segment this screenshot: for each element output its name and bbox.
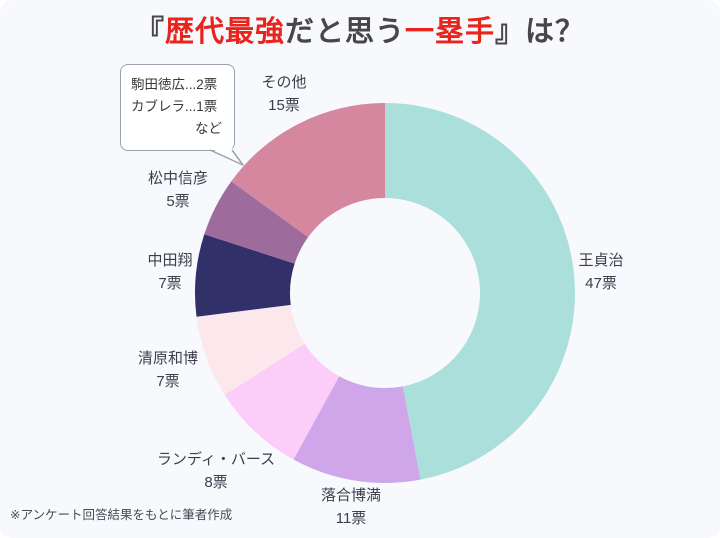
slice-label: 王貞治 47票 [578, 249, 623, 295]
annotation-suffix: など [195, 121, 222, 136]
slice-label: その他 15票 [261, 71, 306, 117]
slice-label-votes: 11票 [335, 510, 367, 527]
slice-label-votes: 8票 [204, 474, 228, 491]
pie-slice-2 [224, 343, 340, 460]
pie-slice-4 [195, 234, 295, 317]
annotation-line: 駒田徳広...2票 [131, 77, 218, 92]
slice-label: 清原和博 7票 [138, 347, 198, 393]
pie-slice-6 [231, 103, 385, 238]
title-segment-highlight: 一塁手 [405, 16, 496, 48]
slice-label-name: 松中信彦 [147, 170, 209, 187]
slice-label-name: その他 [261, 74, 307, 91]
pie-slice-3 [196, 304, 305, 395]
slice-label-name: ランディ・バース [156, 451, 276, 468]
slice-label-votes: 5票 [166, 193, 190, 210]
pie-slice-1 [293, 376, 421, 483]
slice-label-name: 中田翔 [147, 252, 193, 269]
slice-label: ランディ・バース 8票 [157, 448, 275, 494]
slice-label: 落合博満 11票 [321, 484, 381, 530]
slice-label: 松中信彦 5票 [148, 167, 208, 213]
slice-label-votes: 7票 [156, 373, 180, 390]
slice-label-votes: 7票 [158, 275, 182, 292]
pie-slice-5 [204, 181, 309, 264]
pie-slice-0 [385, 103, 575, 480]
annotation-bubble: 駒田徳広...2票 カブレラ...1票 など [120, 64, 235, 151]
slice-label-name: 落合博満 [320, 487, 382, 504]
source-note: ※アンケート回答結果をもとに筆者作成 [10, 508, 233, 522]
slice-label: 中田翔 7票 [147, 249, 192, 295]
slice-label-name: 王貞治 [578, 252, 624, 269]
slice-label-name: 清原和博 [137, 350, 199, 367]
title-segment-highlight: 歴代最強 [164, 16, 285, 48]
slice-label-votes: 15票 [268, 97, 300, 114]
title-segment: 』は？ [495, 16, 586, 48]
slice-label-votes: 47票 [585, 275, 617, 292]
page-title: 『歴代最強だと思う一塁手』は？ [0, 8, 720, 50]
title-segment: だと思う [284, 16, 405, 48]
annotation-line: カブレラ...1票 [131, 99, 218, 114]
title-segment: 『 [134, 16, 165, 48]
